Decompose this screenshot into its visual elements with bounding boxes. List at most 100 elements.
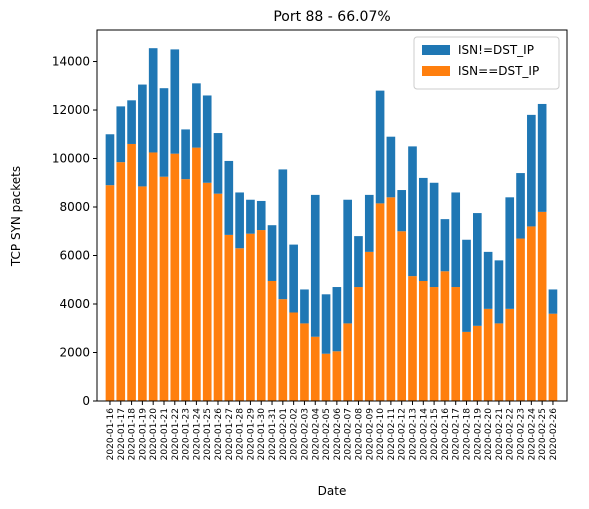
bar (159, 88, 169, 177)
bar (343, 323, 352, 401)
bar (224, 160, 234, 235)
x-tick-label: 2020-02-10 (376, 408, 386, 461)
bar (105, 185, 115, 401)
bar (278, 169, 288, 300)
bar (213, 133, 223, 194)
bar (364, 251, 374, 401)
y-tick-label: 6000 (59, 249, 90, 263)
bar (483, 251, 493, 309)
bar (278, 299, 288, 401)
x-tick-label: 2020-02-17 (452, 408, 462, 460)
x-tick-label: 2020-02-05 (322, 408, 332, 460)
x-tick-label: 2020-01-19 (138, 408, 148, 461)
bar (483, 308, 493, 401)
x-axis-label: Date (318, 484, 347, 498)
bar (494, 323, 504, 401)
bar (505, 197, 515, 309)
x-tick-label: 2020-01-18 (128, 408, 138, 461)
bar (256, 200, 266, 231)
plot-frame (96, 29, 568, 402)
x-tick-label: 2020-02-24 (527, 408, 537, 461)
x-tick-label: 2020-01-16 (106, 408, 116, 461)
bar (375, 90, 385, 204)
x-tick-label: 2020-02-23 (517, 408, 527, 460)
bar (548, 313, 558, 401)
bar (192, 83, 201, 148)
bar (332, 351, 342, 401)
bar (397, 190, 407, 232)
x-tick-label: 2020-02-07 (344, 408, 354, 460)
x-tick-label: 2020-02-16 (441, 408, 451, 461)
bar (397, 231, 407, 401)
bar (202, 95, 212, 183)
x-tick-label: 2020-02-26 (549, 408, 559, 461)
bar (246, 199, 255, 234)
bar (235, 192, 244, 249)
y-tick-label: 10000 (52, 152, 90, 166)
bar (310, 336, 320, 401)
x-tick-label: 2020-01-21 (160, 408, 170, 460)
x-tick-label: 2020-02-13 (408, 408, 418, 460)
bar (321, 294, 331, 354)
x-tick-label: 2020-02-03 (300, 408, 310, 460)
bar (354, 236, 363, 288)
legend-label: ISN==DST_IP (458, 64, 539, 78)
x-tick-label: 2020-01-22 (171, 408, 181, 460)
bar (105, 134, 115, 186)
x-tick-label: 2020-02-19 (473, 408, 483, 461)
bar (408, 146, 417, 277)
bar (213, 193, 223, 401)
bar (138, 84, 147, 187)
bar (451, 192, 461, 288)
legend-swatch (422, 66, 450, 76)
bar (429, 182, 439, 288)
y-tick-label: 0 (82, 394, 90, 408)
bar (473, 325, 482, 401)
bar (159, 176, 169, 401)
x-tick-label: 2020-02-12 (398, 408, 408, 460)
bar (170, 49, 180, 154)
bar (462, 331, 471, 401)
x-tick-label: 2020-02-18 (463, 408, 473, 461)
bar (202, 182, 212, 401)
bar (386, 136, 396, 198)
bar (192, 147, 201, 401)
bar (343, 199, 352, 324)
legend-label: ISN!=DST_IP (458, 43, 534, 57)
x-tick-label: 2020-02-02 (290, 408, 300, 460)
x-tick-label: 2020-02-08 (354, 408, 364, 461)
legend-box (413, 36, 560, 90)
x-tick-label: 2020-02-09 (365, 408, 375, 461)
bar (418, 280, 428, 401)
bar (473, 213, 482, 326)
bar (527, 114, 536, 227)
x-tick-label: 2020-01-25 (203, 408, 213, 460)
bar (354, 287, 363, 401)
x-tick-label: 2020-01-29 (246, 408, 256, 461)
y-axis-label: TCP SYN packets (9, 166, 23, 267)
x-tick-label: 2020-02-22 (506, 408, 516, 460)
bar (462, 239, 471, 332)
x-tick-label: 2020-01-23 (182, 408, 192, 460)
y-tick-label: 14000 (52, 55, 90, 69)
y-tick-label: 2000 (59, 346, 90, 360)
bar (537, 211, 547, 401)
y-tick-label: 12000 (52, 103, 90, 117)
bar (127, 100, 136, 144)
y-tick-label: 4000 (59, 297, 90, 311)
bar (235, 248, 244, 401)
x-tick-label: 2020-01-24 (192, 408, 202, 461)
x-tick-label: 2020-02-20 (484, 408, 494, 461)
bar (224, 234, 234, 401)
bar (332, 287, 342, 352)
bar (408, 276, 417, 401)
bar (246, 233, 255, 401)
bar (516, 173, 525, 239)
bar (170, 153, 180, 401)
bar (527, 226, 536, 401)
x-tick-label: 2020-02-06 (333, 408, 343, 461)
x-tick-label: 2020-02-04 (311, 408, 321, 461)
x-tick-label: 2020-02-25 (538, 408, 548, 460)
x-tick-label: 2020-02-01 (279, 408, 289, 460)
